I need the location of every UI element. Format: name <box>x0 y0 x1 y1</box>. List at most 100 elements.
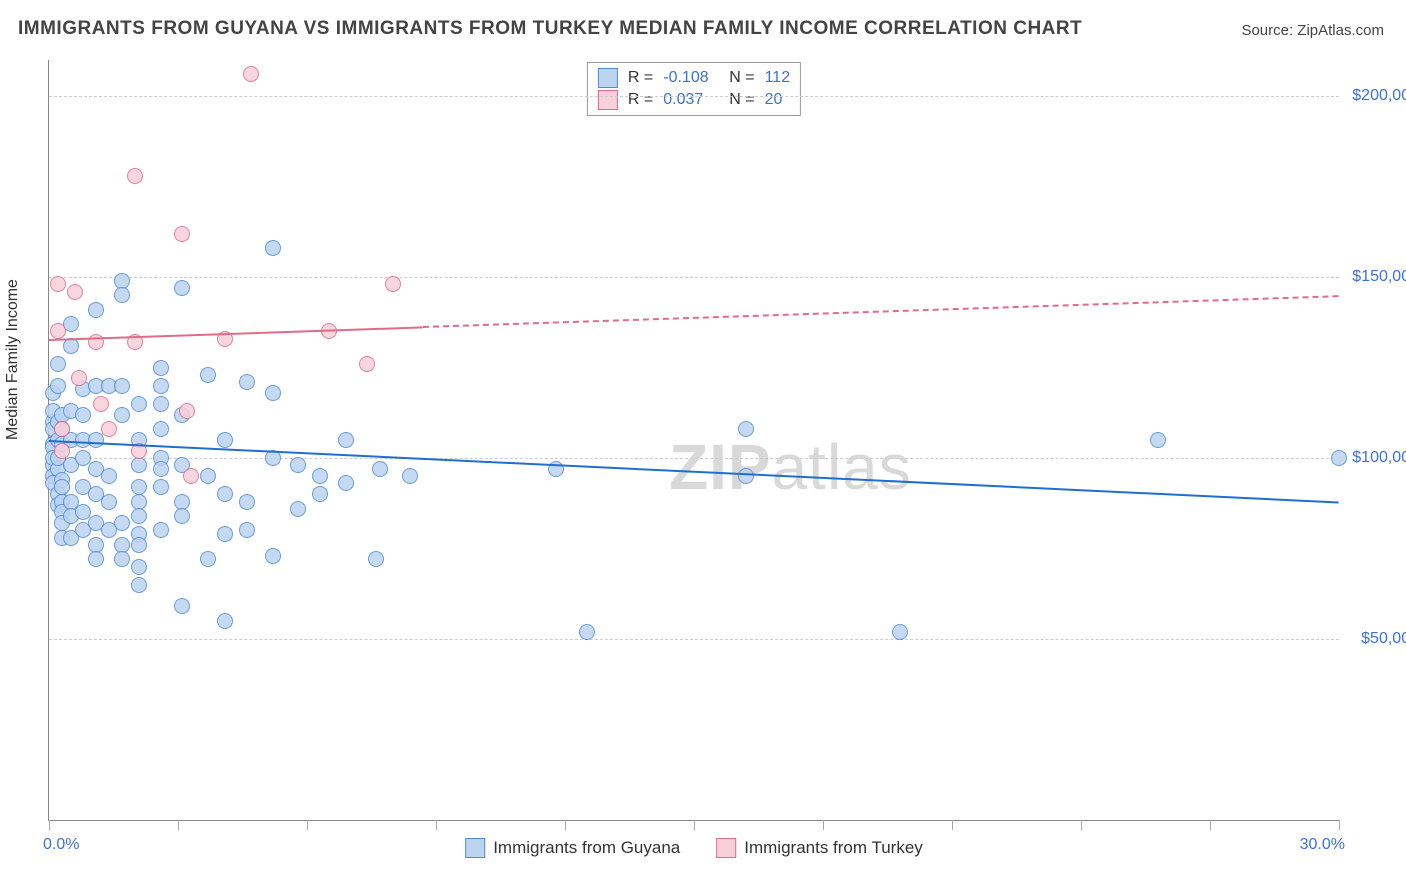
data-point-guyana <box>174 280 190 296</box>
data-point-guyana <box>153 360 169 376</box>
data-point-guyana <box>153 421 169 437</box>
data-point-guyana <box>217 613 233 629</box>
x-tick <box>565 820 566 830</box>
data-point-guyana <box>114 407 130 423</box>
data-point-guyana <box>174 598 190 614</box>
r-value-turkey: 0.037 <box>663 89 719 111</box>
data-point-guyana <box>200 367 216 383</box>
gridline-h <box>49 639 1339 640</box>
data-point-guyana <box>131 457 147 473</box>
swatch-guyana <box>598 68 618 88</box>
gridline-h <box>49 96 1339 97</box>
y-tick-label: $150,000 <box>1347 268 1406 286</box>
data-point-guyana <box>265 548 281 564</box>
watermark-zip: ZIP <box>669 431 772 503</box>
trend-line <box>423 295 1339 328</box>
x-tick <box>694 820 695 830</box>
data-point-turkey <box>71 370 87 386</box>
data-point-turkey <box>127 168 143 184</box>
correlation-legend: R = -0.108 N = 112 R = 0.037 N = 20 <box>587 62 801 116</box>
data-point-guyana <box>290 501 306 517</box>
scatter-plot: ZIPatlas R = -0.108 N = 112 R = 0.037 N … <box>48 60 1339 821</box>
y-tick-label: $200,000 <box>1347 87 1406 105</box>
data-point-guyana <box>338 432 354 448</box>
data-point-turkey <box>359 356 375 372</box>
data-point-turkey <box>50 276 66 292</box>
legend-label-turkey: Immigrants from Turkey <box>744 838 923 858</box>
x-tick-min: 0.0% <box>43 836 79 854</box>
series-legend: Immigrants from Guyana Immigrants from T… <box>465 838 923 858</box>
swatch-guyana <box>465 838 485 858</box>
data-point-turkey <box>93 396 109 412</box>
x-tick <box>436 820 437 830</box>
data-point-guyana <box>153 522 169 538</box>
data-point-guyana <box>200 551 216 567</box>
data-point-guyana <box>101 468 117 484</box>
data-point-guyana <box>338 475 354 491</box>
data-point-guyana <box>239 494 255 510</box>
data-point-guyana <box>239 374 255 390</box>
data-point-guyana <box>88 432 104 448</box>
data-point-guyana <box>265 240 281 256</box>
data-point-guyana <box>114 287 130 303</box>
r-value-guyana: -0.108 <box>663 67 719 89</box>
data-point-guyana <box>312 486 328 502</box>
data-point-guyana <box>217 486 233 502</box>
x-tick <box>823 820 824 830</box>
data-point-guyana <box>131 508 147 524</box>
watermark: ZIPatlas <box>669 430 912 504</box>
data-point-guyana <box>114 515 130 531</box>
data-point-guyana <box>217 432 233 448</box>
data-point-guyana <box>88 302 104 318</box>
swatch-turkey <box>598 90 618 110</box>
data-point-guyana <box>114 378 130 394</box>
data-point-guyana <box>239 522 255 538</box>
x-tick <box>307 820 308 830</box>
gridline-h <box>49 277 1339 278</box>
r-label: R = <box>628 67 653 89</box>
legend-label-guyana: Immigrants from Guyana <box>493 838 680 858</box>
data-point-turkey <box>50 323 66 339</box>
data-point-guyana <box>153 378 169 394</box>
n-value-turkey: 20 <box>765 89 783 111</box>
data-point-turkey <box>385 276 401 292</box>
x-tick <box>952 820 953 830</box>
legend-row-turkey: R = 0.037 N = 20 <box>598 89 790 111</box>
chart-title: IMMIGRANTS FROM GUYANA VS IMMIGRANTS FRO… <box>18 18 1082 40</box>
data-point-guyana <box>1331 450 1347 466</box>
data-point-guyana <box>290 457 306 473</box>
data-point-guyana <box>174 508 190 524</box>
data-point-guyana <box>50 378 66 394</box>
y-tick-label: $50,000 <box>1347 630 1406 648</box>
y-axis-label: Median Family Income <box>4 279 22 440</box>
data-point-guyana <box>217 526 233 542</box>
x-tick <box>178 820 179 830</box>
data-point-turkey <box>54 443 70 459</box>
n-label: N = <box>729 89 754 111</box>
n-label: N = <box>729 67 754 89</box>
data-point-guyana <box>153 396 169 412</box>
x-tick <box>1339 820 1340 830</box>
data-point-guyana <box>88 551 104 567</box>
data-point-guyana <box>265 385 281 401</box>
data-point-guyana <box>131 537 147 553</box>
data-point-guyana <box>368 551 384 567</box>
x-tick <box>49 820 50 830</box>
n-value-guyana: 112 <box>765 67 791 89</box>
legend-row-guyana: R = -0.108 N = 112 <box>598 67 790 89</box>
data-point-turkey <box>101 421 117 437</box>
data-point-guyana <box>75 407 91 423</box>
y-tick-label: $100,000 <box>1347 449 1406 467</box>
source-label: Source: ZipAtlas.com <box>1241 22 1384 39</box>
data-point-guyana <box>372 461 388 477</box>
data-point-guyana <box>738 468 754 484</box>
data-point-guyana <box>579 624 595 640</box>
data-point-guyana <box>131 559 147 575</box>
data-point-guyana <box>892 624 908 640</box>
data-point-guyana <box>50 356 66 372</box>
data-point-guyana <box>114 551 130 567</box>
data-point-turkey <box>174 226 190 242</box>
data-point-guyana <box>153 461 169 477</box>
swatch-turkey <box>716 838 736 858</box>
data-point-guyana <box>101 494 117 510</box>
